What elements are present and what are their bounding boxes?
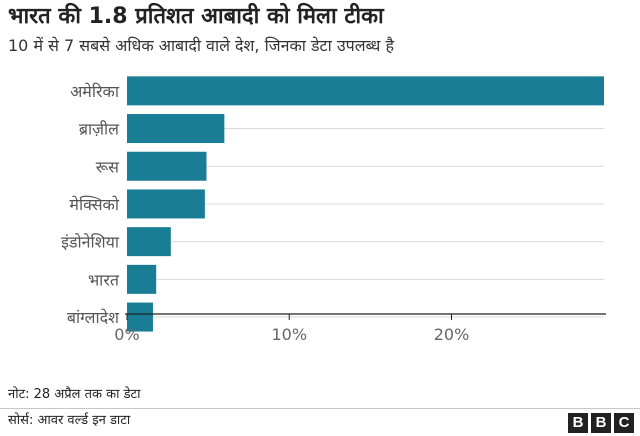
bar (127, 227, 171, 257)
bar (127, 76, 604, 106)
bar-chart: अमेरिका ब्राज़ील रूस मेक्सिको इंडोनेशिया भारत… (61, 76, 606, 344)
bar (127, 264, 157, 294)
category-label: अमेरिका (70, 82, 120, 101)
bbc-logo-letter: B (591, 413, 611, 433)
chart-source: सोर्स: आवर वर्ल्ड इन डाटा (8, 413, 131, 428)
x-tick-label: 10% (271, 325, 307, 344)
category-label: रूस (96, 157, 120, 176)
bar (127, 302, 153, 332)
bar (127, 151, 207, 181)
category-label: ब्राज़ील (79, 120, 120, 139)
category-label: भारत (88, 270, 120, 289)
bbc-logo-letter: C (614, 413, 634, 433)
chart-title: भारत की 1.8 प्रतिशत आबादी को मिला टीका (8, 4, 384, 29)
bar (127, 114, 225, 144)
category-label: बांग्लादेश (67, 308, 120, 327)
category-label: मेक्सिको (69, 195, 119, 214)
category-label: इंडोनेशिया (61, 233, 120, 252)
chart-note: नोट: 28 अप्रैल तक का डेटा (8, 387, 141, 402)
bbc-logo: B B C (568, 413, 634, 433)
bbc-logo-letter: B (568, 413, 588, 433)
footer-divider (0, 408, 640, 409)
x-tick-label: 20% (434, 325, 470, 344)
x-tick-label: 0% (114, 325, 139, 344)
chart-subtitle: 10 में से 7 सबसे अधिक आबादी वाले देश, जि… (8, 36, 395, 55)
bar (127, 189, 205, 219)
